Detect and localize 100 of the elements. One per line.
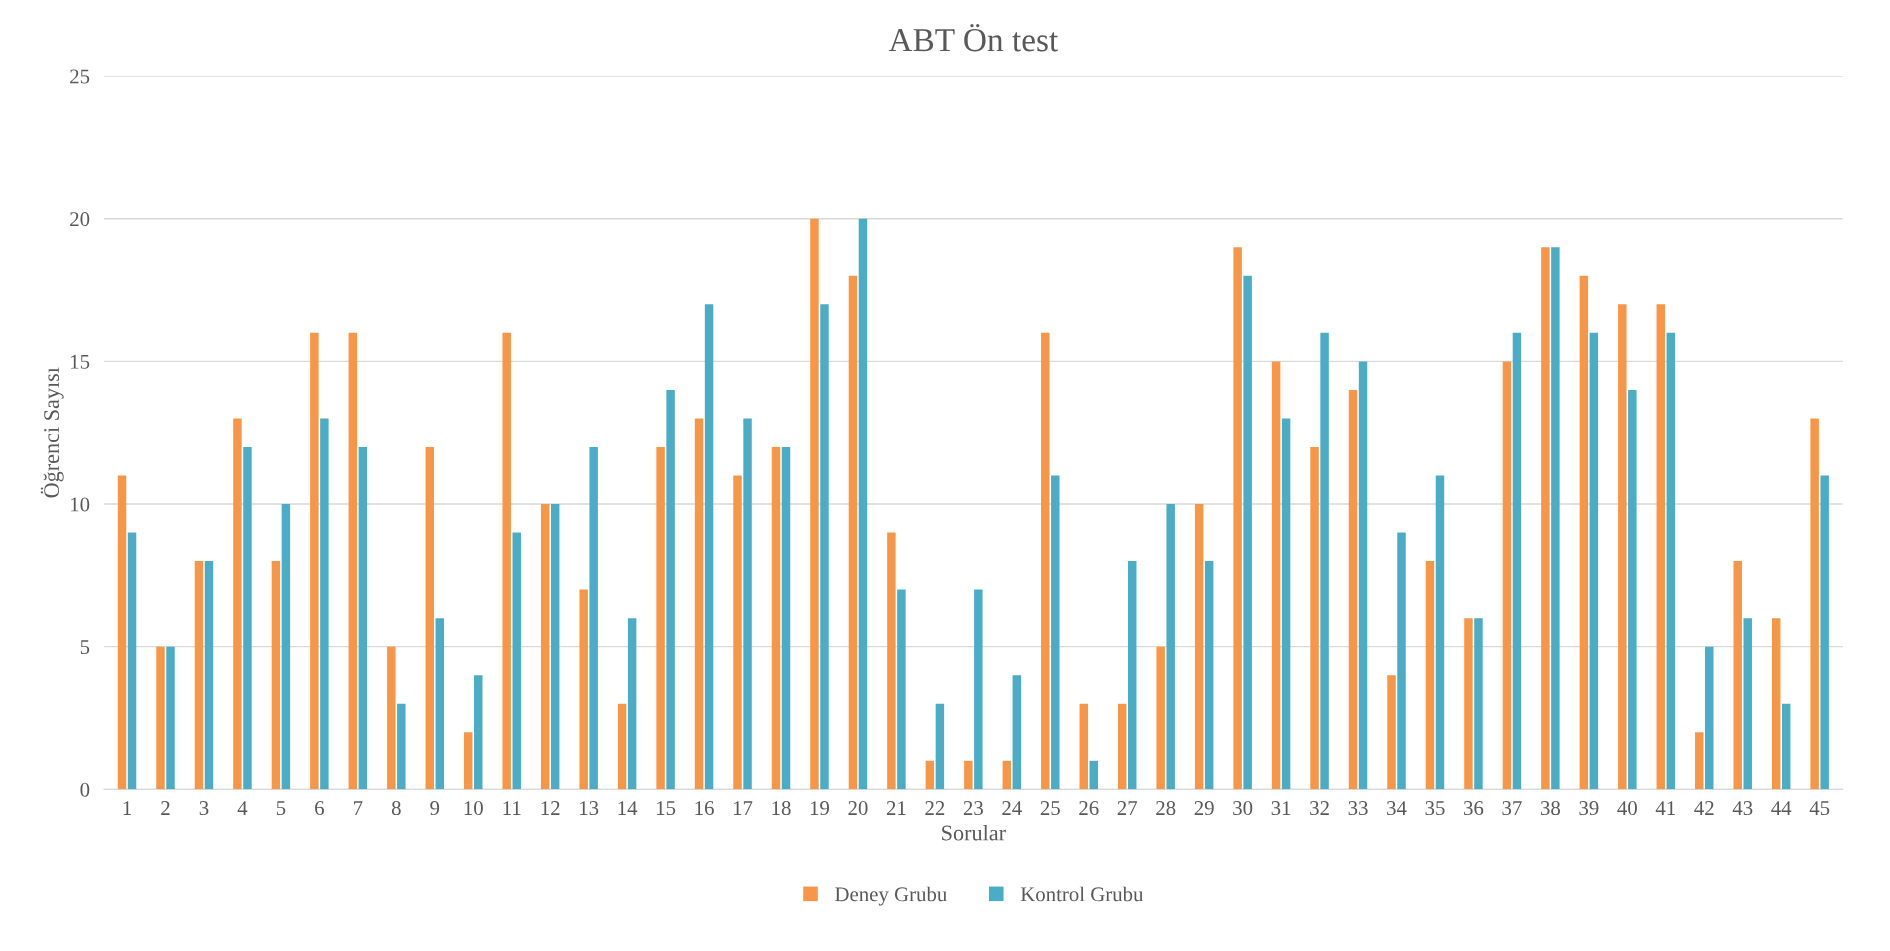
bar — [1117, 703, 1127, 790]
x-tick-label: 17 — [733, 801, 753, 815]
bar — [512, 532, 521, 790]
bar — [771, 446, 781, 790]
bar — [243, 446, 252, 790]
bar — [1579, 275, 1589, 790]
x-tick-label: 27 — [1117, 801, 1138, 815]
bar — [502, 332, 511, 790]
bar — [1551, 247, 1560, 790]
bar — [1705, 646, 1714, 790]
bar — [117, 475, 127, 790]
bar — [1310, 446, 1319, 790]
bar — [974, 589, 983, 790]
bar — [1156, 646, 1165, 790]
bar — [781, 446, 791, 790]
bar — [1041, 332, 1050, 790]
bar — [1502, 361, 1512, 790]
bar — [425, 446, 435, 790]
bar — [733, 475, 742, 790]
x-tick-label: 21 — [886, 801, 906, 815]
bar — [1589, 332, 1599, 790]
x-tick-label: 1 — [123, 801, 131, 815]
bar — [233, 418, 242, 790]
x-tick-label: 37 — [1502, 801, 1522, 816]
x-tick-label: 33 — [1348, 801, 1368, 816]
bar — [887, 532, 896, 790]
bar — [704, 304, 714, 790]
bar — [320, 418, 329, 790]
x-tick-label: 6 — [315, 801, 324, 816]
bar — [1618, 304, 1627, 790]
bar — [310, 332, 319, 790]
x-tick-label: 7 — [354, 801, 363, 815]
x-tick-label: 19 — [810, 801, 830, 816]
x-tick-label: 40 — [1617, 801, 1637, 816]
x-tick-label: 11 — [503, 801, 521, 815]
x-tick-label: 30 — [1233, 801, 1253, 816]
bar — [1425, 561, 1435, 790]
bar — [858, 218, 868, 790]
bar — [617, 703, 627, 790]
x-tick-label: 22 — [925, 801, 945, 815]
bar — [820, 304, 829, 790]
bar — [397, 703, 406, 790]
bar — [1194, 504, 1204, 790]
x-tick-label: 12 — [541, 801, 560, 815]
bar — [1281, 418, 1291, 790]
bar — [156, 646, 165, 790]
bar — [1464, 618, 1473, 790]
bar — [1166, 504, 1175, 790]
x-tick-label: 5 — [276, 801, 286, 816]
x-axis-title: Sorular — [942, 824, 1006, 841]
bar — [1743, 618, 1752, 790]
bar — [925, 760, 935, 790]
y-tick-label: 0 — [80, 782, 90, 797]
x-tick-label: 39 — [1579, 801, 1599, 816]
x-tick-label: 43 — [1732, 801, 1753, 816]
bar — [743, 418, 752, 790]
x-tick-label: 29 — [1194, 801, 1214, 816]
bar — [1541, 247, 1550, 790]
bar — [964, 760, 973, 790]
bar — [694, 418, 704, 790]
y-tick-label: 5 — [80, 640, 90, 655]
x-tick-label: 18 — [772, 801, 791, 816]
bar — [935, 703, 945, 790]
x-tick-label: 16 — [695, 801, 714, 816]
y-tick-label: 15 — [71, 354, 90, 369]
bar — [1771, 618, 1781, 790]
bar — [666, 389, 675, 790]
bar — [1512, 332, 1522, 790]
x-tick-label: 31 — [1271, 801, 1291, 816]
bar — [348, 332, 358, 790]
bar — [358, 446, 368, 790]
y-tick-label: 25 — [70, 69, 90, 84]
x-tick-label: 2 — [161, 801, 170, 815]
y-axis-title: Öğrenci Sayısı — [40, 367, 64, 498]
bar — [1128, 561, 1137, 790]
bar — [1733, 561, 1742, 790]
bar — [897, 589, 906, 790]
bar — [1810, 418, 1819, 790]
bar — [1666, 332, 1676, 790]
bar — [1051, 475, 1060, 790]
bar — [1089, 760, 1098, 790]
bar — [1348, 389, 1358, 790]
bar — [1012, 675, 1022, 790]
bar — [656, 446, 665, 790]
x-tick-label: 23 — [963, 801, 983, 816]
x-tick-label: 20 — [848, 801, 868, 816]
bar — [127, 532, 137, 790]
x-tick-label: 32 — [1310, 801, 1329, 816]
x-tick-label: 25 — [1040, 801, 1060, 816]
bar — [810, 218, 819, 790]
x-tick-label: 26 — [1079, 801, 1099, 816]
bar — [1474, 618, 1483, 790]
y-tick-label: 10 — [71, 497, 90, 512]
bar — [1243, 275, 1252, 790]
x-tick-label: 3 — [199, 801, 209, 816]
bar — [1781, 703, 1791, 790]
bar — [1002, 760, 1012, 790]
bar — [848, 275, 858, 790]
x-tick-label: 24 — [1002, 801, 1022, 815]
chart-title: ABT Ön test — [888, 24, 1059, 52]
